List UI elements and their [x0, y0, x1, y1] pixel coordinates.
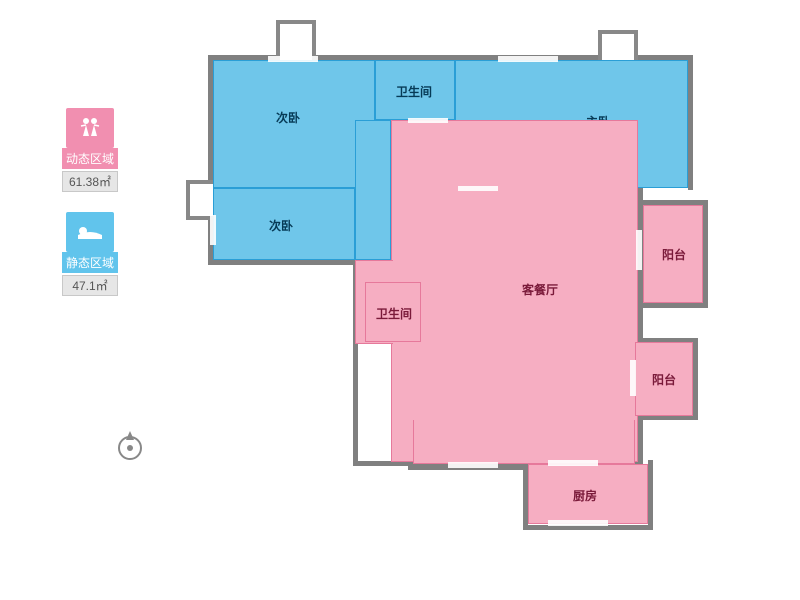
blue-corridor — [355, 120, 391, 260]
legend-dynamic: 动态区域 61.38㎡ — [58, 108, 122, 192]
room-balcony-upper: 阳台 — [643, 205, 703, 303]
room-balcony-lower: 阳台 — [635, 342, 693, 416]
compass-icon — [113, 428, 147, 462]
room-bathroom-top: 卫生间 — [375, 60, 455, 120]
opening — [268, 56, 318, 62]
legend-panel: 动态区域 61.38㎡ 静态区域 47.1㎡ — [58, 108, 122, 316]
room-bathroom-mid: 卫生间 — [365, 282, 421, 342]
sleep-icon — [66, 212, 114, 252]
legend-static-value: 47.1㎡ — [62, 275, 118, 296]
label-kitchen: 厨房 — [573, 487, 597, 504]
notch-top-left — [276, 20, 316, 60]
room-living-dining: 客餐厅 — [391, 120, 638, 462]
opening — [548, 460, 598, 466]
opening — [408, 118, 448, 123]
opening — [448, 462, 498, 468]
room-secondary-bedroom-top: 次卧 — [213, 60, 375, 188]
opening — [498, 56, 558, 62]
label-secondary-bedroom-bottom: 次卧 — [269, 217, 293, 234]
room-kitchen: 厨房 — [528, 464, 648, 524]
label-balcony-lower: 阳台 — [652, 371, 676, 388]
label-bathroom-top: 卫生间 — [396, 83, 432, 100]
label-living-dining: 客餐厅 — [522, 281, 558, 298]
opening — [210, 215, 216, 245]
notch-left — [186, 180, 214, 220]
legend-static-label: 静态区域 — [62, 252, 118, 273]
opening — [630, 360, 636, 396]
legend-dynamic-value: 61.38㎡ — [62, 171, 118, 192]
opening — [548, 520, 608, 526]
label-secondary-bedroom-top: 次卧 — [276, 109, 300, 126]
label-balcony-upper: 阳台 — [662, 246, 686, 263]
notch-top-right — [598, 30, 638, 60]
label-bathroom-mid: 卫生间 — [376, 305, 412, 322]
lower-corridor — [413, 420, 635, 464]
people-icon — [66, 108, 114, 148]
legend-static: 静态区域 47.1㎡ — [58, 212, 122, 296]
opening — [636, 230, 642, 270]
room-secondary-bedroom-bottom: 次卧 — [213, 188, 355, 260]
floorplan: 次卧 卫生间 主卧 次卧 客餐厅 卫生间 厨房 阳台 阳台 — [198, 20, 738, 560]
legend-dynamic-label: 动态区域 — [62, 148, 118, 169]
opening — [458, 186, 498, 191]
